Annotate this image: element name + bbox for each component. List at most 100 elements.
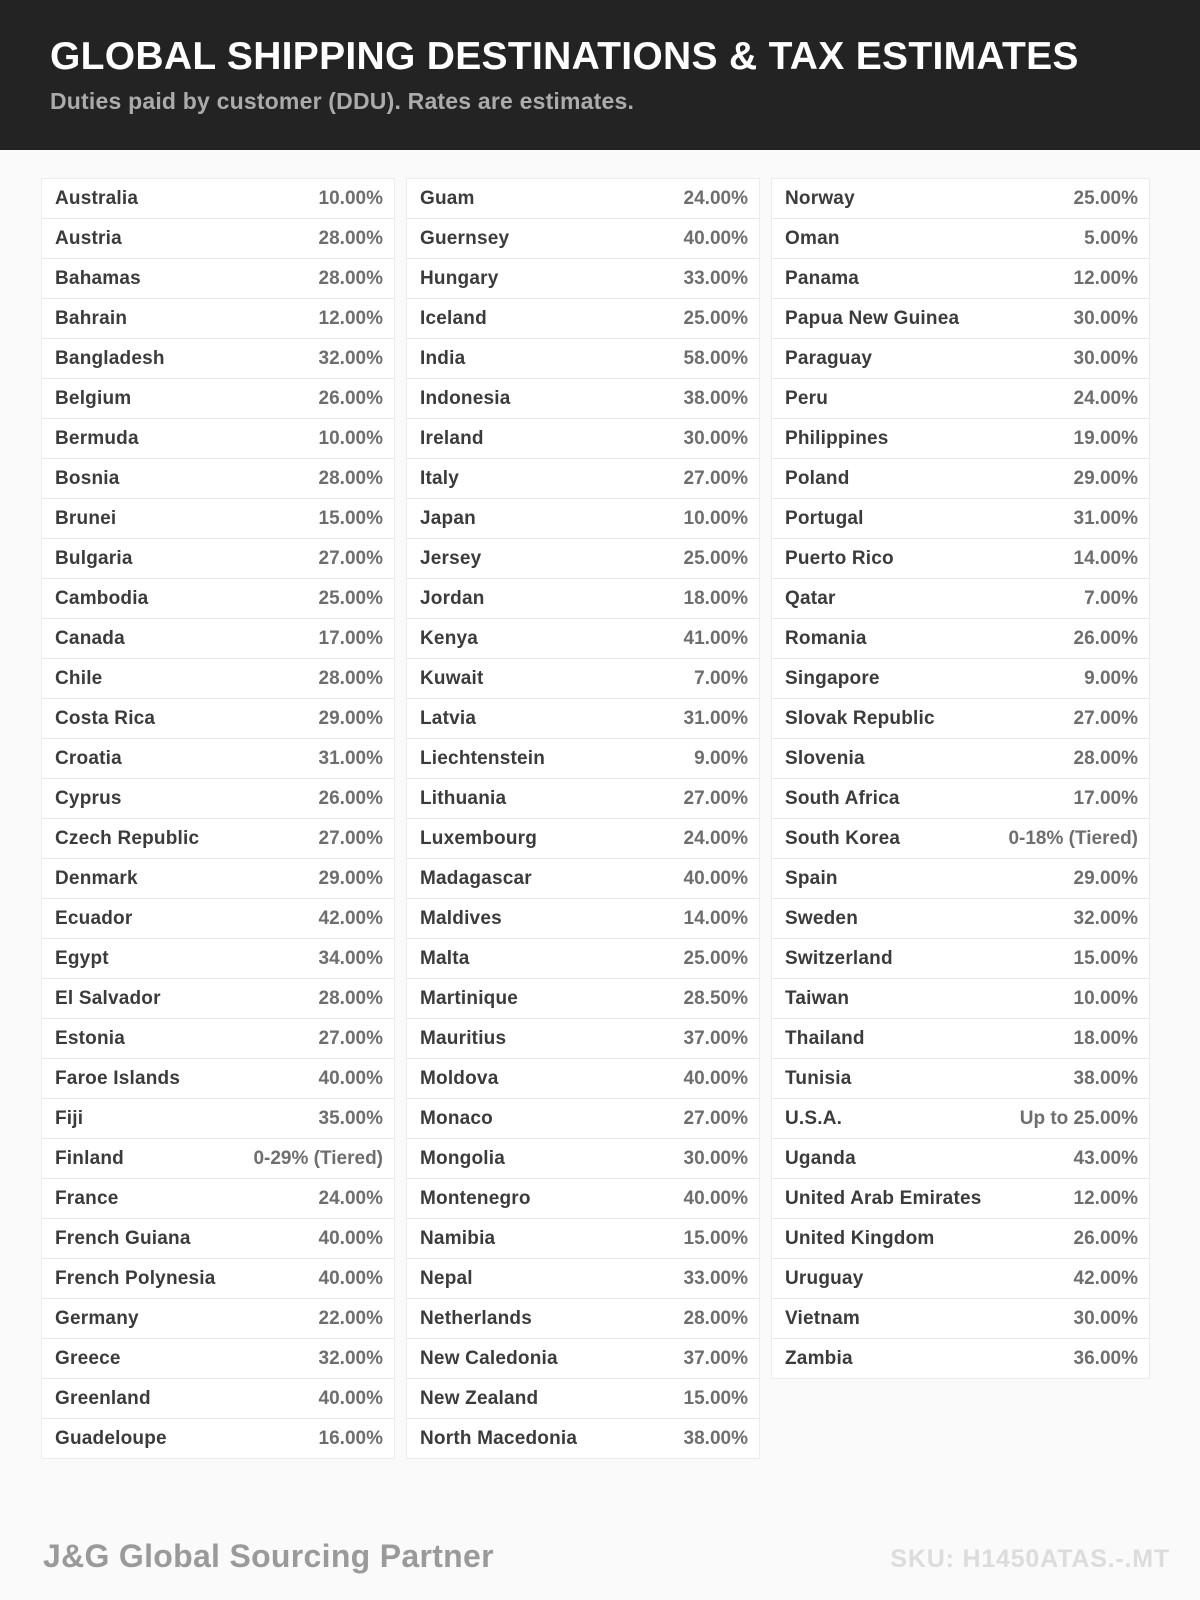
table-row: Jersey 25.00%	[407, 539, 759, 579]
table-row: Switzerland 15.00%	[772, 939, 1149, 979]
tax-rate-value: 27.00%	[683, 467, 748, 489]
country-label: Nepal	[420, 1267, 473, 1289]
country-label: Bahrain	[55, 307, 128, 329]
table-row: Indonesia 38.00%	[407, 379, 759, 419]
tax-rate-value: 32.00%	[318, 347, 383, 369]
table-row: Greece 32.00%	[42, 1339, 394, 1379]
page-footer: J&G Global Sourcing Partner SKU: H1450AT…	[43, 1538, 1170, 1575]
tax-rate-value: 42.00%	[318, 907, 383, 929]
table-row: Chile 28.00%	[42, 659, 394, 699]
country-label: United Arab Emirates	[785, 1187, 982, 1209]
tax-rate-value: 27.00%	[683, 787, 748, 809]
tax-rate-value: 58.00%	[683, 347, 748, 369]
table-row: Italy 27.00%	[407, 459, 759, 499]
table-row: Qatar 7.00%	[772, 579, 1149, 619]
country-label: New Caledonia	[420, 1347, 558, 1369]
tax-rate-value: 29.00%	[1073, 467, 1138, 489]
country-label: Panama	[785, 267, 860, 289]
table-row: Philippines 19.00%	[772, 419, 1149, 459]
table-row: Cambodia 25.00%	[42, 579, 394, 619]
table-row: Canada 17.00%	[42, 619, 394, 659]
tax-rate-value: 32.00%	[1073, 907, 1138, 929]
table-row: Maldives 14.00%	[407, 899, 759, 939]
country-label: Kenya	[420, 627, 479, 649]
tax-rate-value: 24.00%	[683, 187, 748, 209]
country-label: Bulgaria	[55, 547, 133, 569]
table-row: Ireland 30.00%	[407, 419, 759, 459]
country-label: Estonia	[55, 1027, 126, 1049]
tax-rate-value: 29.00%	[1073, 867, 1138, 889]
country-label: Guam	[420, 187, 475, 209]
country-label: Sweden	[785, 907, 858, 929]
country-label: Thailand	[785, 1027, 865, 1049]
table-row: Ecuador 42.00%	[42, 899, 394, 939]
country-label: Switzerland	[785, 947, 893, 969]
country-label: Madagascar	[420, 867, 532, 889]
table-row: French Polynesia 40.00%	[42, 1259, 394, 1299]
table-row: Slovenia 28.00%	[772, 739, 1149, 779]
tax-rate-value: 25.00%	[683, 947, 748, 969]
table-row: Bangladesh 32.00%	[42, 339, 394, 379]
country-label: Portugal	[785, 507, 864, 529]
table-row: Martinique 28.50%	[407, 979, 759, 1019]
country-label: United Kingdom	[785, 1227, 935, 1249]
tax-rate-value: 40.00%	[683, 1067, 748, 1089]
country-label: El Salvador	[55, 987, 161, 1009]
tax-rate-value: 15.00%	[683, 1227, 748, 1249]
tax-rate-value: 10.00%	[1073, 987, 1138, 1009]
country-label: Guernsey	[420, 227, 510, 249]
tax-rate-value: 7.00%	[694, 667, 748, 689]
table-row: Oman 5.00%	[772, 219, 1149, 259]
country-label: Vietnam	[785, 1307, 860, 1329]
country-label: Mongolia	[420, 1147, 505, 1169]
page-subtitle: Duties paid by customer (DDU). Rates are…	[50, 88, 635, 114]
country-label: Bermuda	[55, 427, 139, 449]
table-row: Greenland 40.00%	[42, 1379, 394, 1419]
country-label: Liechtenstein	[420, 747, 546, 769]
table-column-3: Norway 25.00% Oman 5.00% Panama 12.00% Papua N…	[771, 178, 1150, 1379]
tax-rate-value: 24.00%	[318, 1187, 383, 1209]
country-label: French Guiana	[55, 1227, 191, 1249]
tax-rate-value: 26.00%	[318, 787, 383, 809]
country-label: Guadeloupe	[55, 1427, 167, 1449]
tax-rate-value: 38.00%	[1073, 1067, 1138, 1089]
table-column-2: Guam 24.00% Guernsey 40.00% Hungary 33.00% Ice…	[406, 178, 760, 1459]
table-row: Austria 28.00%	[42, 219, 394, 259]
country-label: Maldives	[420, 907, 502, 929]
country-label: Bosnia	[55, 467, 120, 489]
table-row: Madagascar 40.00%	[407, 859, 759, 899]
tax-rate-value: 31.00%	[1073, 507, 1138, 529]
country-label: French Polynesia	[55, 1267, 216, 1289]
country-label: Montenegro	[420, 1187, 531, 1209]
table-row: Guam 24.00%	[407, 179, 759, 219]
tax-rate-value: 34.00%	[318, 947, 383, 969]
country-label: Moldova	[420, 1067, 499, 1089]
tax-rate-value: 5.00%	[1084, 227, 1138, 249]
tax-rate-value: 15.00%	[1073, 947, 1138, 969]
table-row: Liechtenstein 9.00%	[407, 739, 759, 779]
table-row: Vietnam 30.00%	[772, 1299, 1149, 1339]
country-label: Czech Republic	[55, 827, 200, 849]
country-label: South Africa	[785, 787, 900, 809]
tax-rate-value: 27.00%	[1073, 707, 1138, 729]
table-row: Kuwait 7.00%	[407, 659, 759, 699]
table-row: United Kingdom 26.00%	[772, 1219, 1149, 1259]
tax-rate-value: 40.00%	[318, 1387, 383, 1409]
country-label: Faroe Islands	[55, 1067, 181, 1089]
country-label: Jersey	[420, 547, 482, 569]
table-row: Croatia 31.00%	[42, 739, 394, 779]
tax-rate-value: 40.00%	[683, 867, 748, 889]
page-title: GLOBAL SHIPPING DESTINATIONS & TAX ESTIM…	[50, 35, 1079, 78]
table-row: Luxembourg 24.00%	[407, 819, 759, 859]
table-row: Iceland 25.00%	[407, 299, 759, 339]
country-label: Namibia	[420, 1227, 496, 1249]
country-label: Denmark	[55, 867, 138, 889]
tax-rate-value: 10.00%	[683, 507, 748, 529]
table-row: Estonia 27.00%	[42, 1019, 394, 1059]
tax-rate-value: 31.00%	[318, 747, 383, 769]
table-row: Zambia 36.00%	[772, 1339, 1149, 1378]
table-row: Latvia 31.00%	[407, 699, 759, 739]
table-row: Guadeloupe 16.00%	[42, 1419, 394, 1458]
country-label: Greece	[55, 1347, 121, 1369]
tax-rate-value: 28.00%	[318, 267, 383, 289]
